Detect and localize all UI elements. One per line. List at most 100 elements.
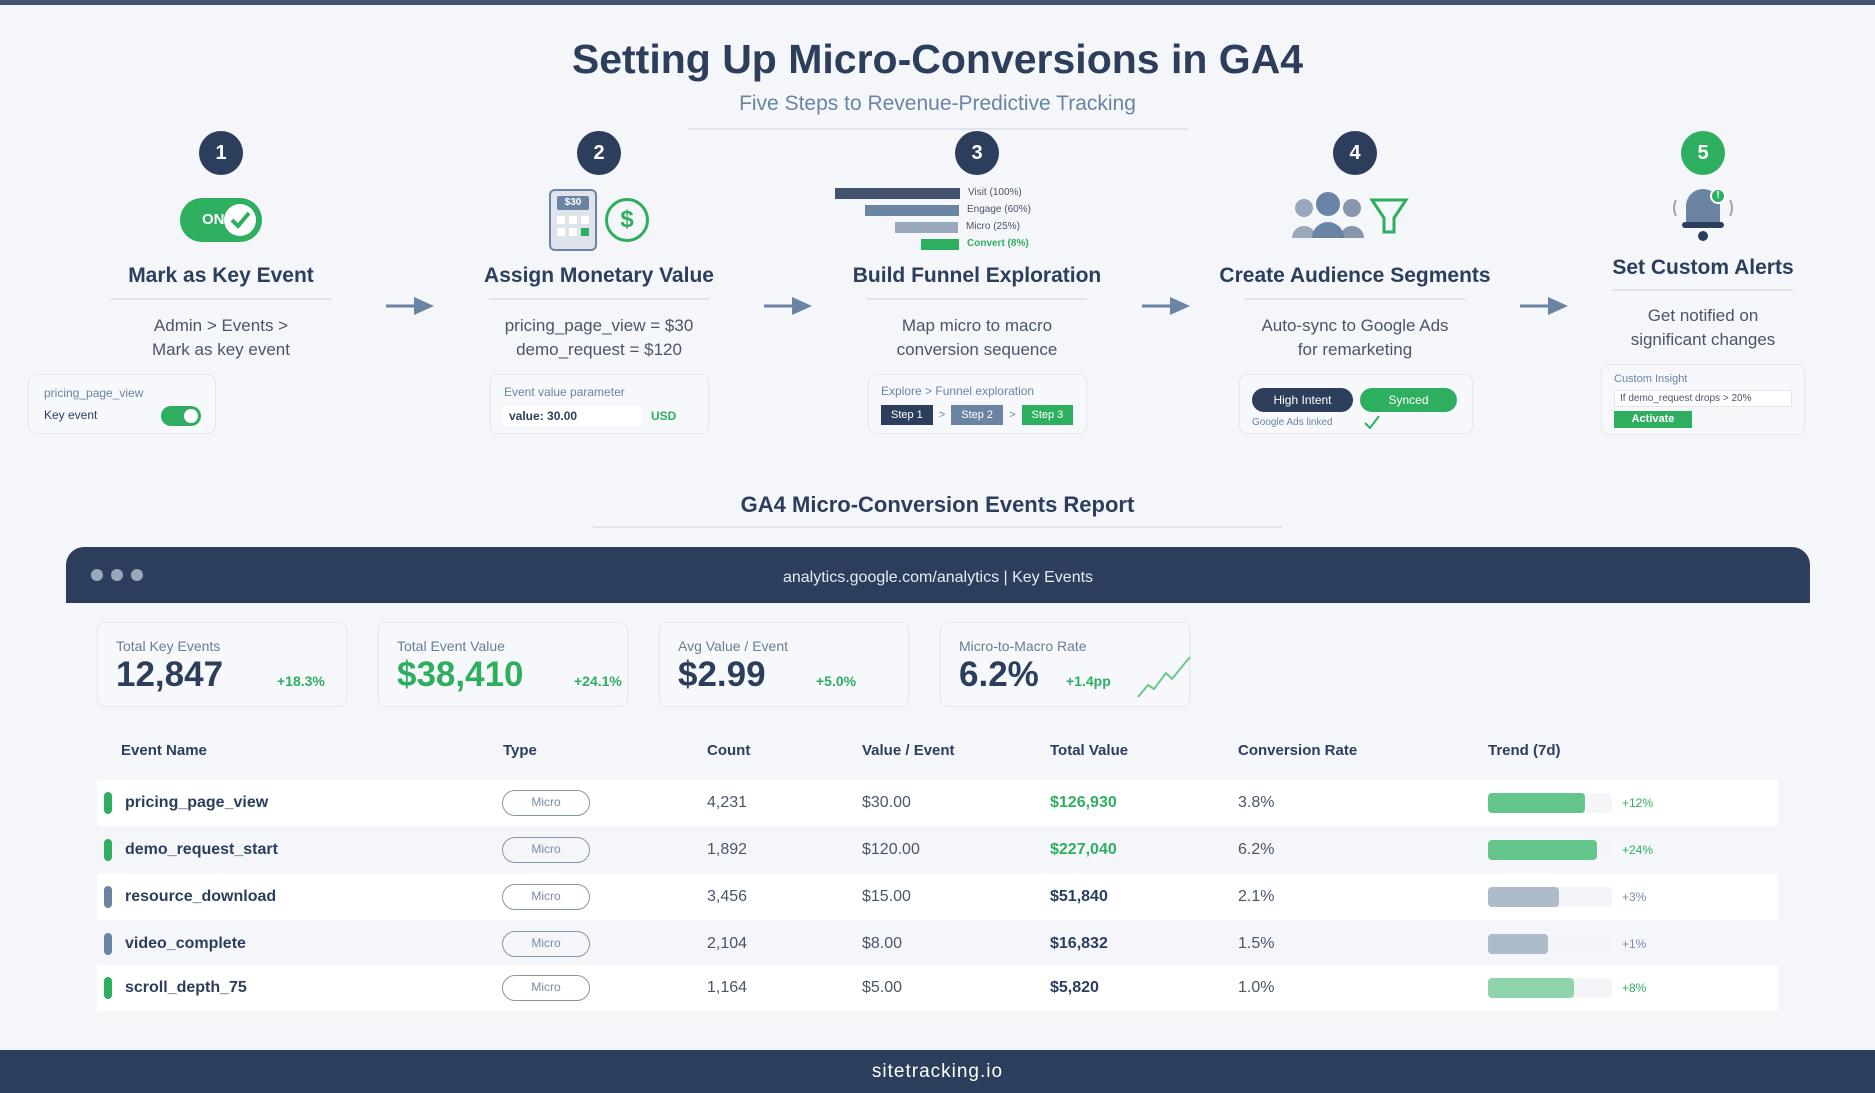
event-name: pricing_page_view: [44, 386, 144, 400]
conversion-rate: 3.8%: [1238, 794, 1275, 811]
event-name: scroll_depth_75: [125, 979, 247, 996]
kpi-change: +1.4pp: [1066, 673, 1111, 689]
trend-change: +8%: [1622, 981, 1647, 995]
column-header[interactable]: Trend (7d): [1488, 742, 1561, 759]
count: 2,104: [707, 935, 748, 952]
key-event-label: Key event: [44, 408, 98, 422]
alert-condition-input[interactable]: If demo_request drops > 20%: [1614, 390, 1792, 407]
step-1: 1 ON Mark as Key Event Admin > Events > M…: [28, 0, 401, 440]
table-row[interactable]: scroll_depth_75 Micro 1,164 $5.00 $5,820…: [97, 965, 1778, 1011]
table-row[interactable]: demo_request_start Micro 1,892 $120.00 $…: [97, 827, 1778, 873]
step-title: Build Funnel Exploration: [852, 264, 1102, 287]
funnel-step-1[interactable]: Step 1: [881, 405, 933, 425]
divider: [688, 128, 1188, 130]
trend-bar-fill: [1488, 934, 1548, 954]
trend-bar-fill: [1488, 793, 1585, 813]
browser-bar: analytics.google.com/analytics | Key Eve…: [66, 547, 1810, 603]
funnel-label: Visit (100%): [968, 187, 1022, 198]
check-icon: [1364, 415, 1380, 429]
report-title: GA4 Micro-Conversion Events Report: [740, 492, 1135, 517]
conversion-rate: 2.1%: [1238, 888, 1275, 905]
table-row[interactable]: pricing_page_view Micro 4,231 $30.00 $12…: [97, 780, 1778, 826]
type-badge: Micro: [502, 790, 590, 816]
step-description: Auto-sync to Google Ads for remarketing: [1261, 316, 1449, 359]
trend-change: +24%: [1622, 843, 1654, 857]
arrow-right-icon: [764, 297, 812, 315]
step-description: Map micro to macro conversion sequence: [896, 316, 1058, 359]
table-row[interactable]: resource_download Micro 3,456 $15.00 $51…: [97, 874, 1778, 920]
trend-bar-fill: [1488, 840, 1598, 860]
funnel-bar: [835, 188, 960, 199]
url-bar[interactable]: analytics.google.com/analytics | Key Eve…: [782, 569, 1094, 586]
funnel-step-3[interactable]: Step 3: [1021, 405, 1074, 425]
step-description: pricing_page_view = $30 demo_request = $1…: [504, 316, 694, 359]
row-indicator: [104, 886, 112, 908]
event-value-input[interactable]: value: 30.00: [503, 406, 641, 426]
value-per-event: $15.00: [862, 888, 911, 905]
funnel-exploration-card: Explore > Funnel exploration Step 1 > St…: [868, 374, 1087, 434]
row-indicator: [104, 977, 112, 999]
funnel-label: Engage (60%): [967, 204, 1031, 215]
column-header[interactable]: Value / Event: [862, 742, 955, 759]
event-name: demo_request_start: [125, 841, 278, 858]
value-per-event: $8.00: [862, 935, 903, 952]
activate-button[interactable]: Activate: [1614, 411, 1692, 428]
key-event-card: pricing_page_view Key event: [28, 374, 216, 434]
key-event-toggle[interactable]: [161, 406, 201, 426]
funnel-bar: [865, 205, 959, 216]
value-per-event: $5.00: [862, 979, 903, 996]
audience-card: High Intent Synced Google Ads linked: [1239, 374, 1473, 434]
audience-funnel-icon: [1175, 180, 1535, 260]
alert-badge: !: [1710, 188, 1726, 204]
funnel-chart: Visit (100%) Engage (60%) Micro (25%) Conve…: [797, 187, 1157, 258]
kpi-total-key-events: Total Key Events 12,847 +18.3%: [97, 622, 347, 707]
divider: [111, 298, 331, 300]
count: 4,231: [707, 794, 748, 811]
page-subtitle: Five Steps to Revenue-Predictive Trackin…: [739, 92, 1136, 115]
count: 1,892: [707, 841, 748, 858]
toggle-on-icon: ON: [41, 180, 401, 260]
total-value: $126,930: [1050, 794, 1117, 811]
column-header[interactable]: Type: [503, 742, 537, 759]
column-header[interactable]: Count: [707, 742, 751, 759]
field-label: Event value parameter: [504, 385, 625, 399]
high-intent-pill[interactable]: High Intent: [1252, 388, 1353, 412]
trend-bar: [1488, 840, 1612, 860]
step-number: 3: [955, 131, 999, 175]
window-dot-icon[interactable]: [91, 569, 103, 581]
total-value: $227,040: [1050, 841, 1117, 858]
page-title: Setting Up Micro-Conversions in GA4: [571, 36, 1304, 82]
column-header[interactable]: Event Name: [121, 742, 207, 759]
window-dot-icon[interactable]: [111, 569, 123, 581]
arrow-right-icon: [1520, 297, 1568, 315]
step-number: 2: [577, 131, 621, 175]
calculator-display: $30: [557, 196, 589, 210]
table-row[interactable]: video_complete Micro 2,104 $8.00 $16,832…: [97, 921, 1778, 967]
divider: [489, 298, 709, 300]
type-badge: Micro: [502, 931, 590, 957]
divider: [1613, 289, 1793, 291]
kpi-label: Avg Value / Event: [678, 638, 788, 654]
step-title: Assign Monetary Value: [484, 264, 714, 287]
arrow-right-icon: [1142, 297, 1190, 315]
step-5: 5 ! Set Custom Alerts Get notified on sig…: [1523, 0, 1875, 440]
row-indicator: [104, 933, 112, 955]
funnel-step-2[interactable]: Step 2: [951, 405, 1004, 425]
total-value: $16,832: [1050, 935, 1108, 952]
step-title: Mark as Key Event: [128, 264, 314, 287]
column-header[interactable]: Total Value: [1050, 742, 1129, 759]
step-number: 4: [1333, 131, 1377, 175]
kpi-avg-value: Avg Value / Event $2.99 +5.0%: [659, 622, 909, 707]
step-number: 5: [1681, 131, 1725, 175]
window-dot-icon[interactable]: [131, 569, 143, 581]
column-header[interactable]: Conversion Rate: [1238, 742, 1358, 759]
breadcrumb: Explore > Funnel exploration: [881, 384, 1035, 398]
kpi-change: +18.3%: [277, 673, 325, 689]
total-value: $5,820: [1050, 979, 1099, 996]
custom-insight-label: Custom Insight: [1614, 373, 1688, 385]
funnel-label: Micro (25%): [966, 221, 1020, 232]
funnel-bar: [921, 239, 959, 250]
row-indicator: [104, 839, 112, 861]
separator: >: [938, 409, 946, 421]
kpi-value: 6.2%: [959, 655, 1039, 694]
